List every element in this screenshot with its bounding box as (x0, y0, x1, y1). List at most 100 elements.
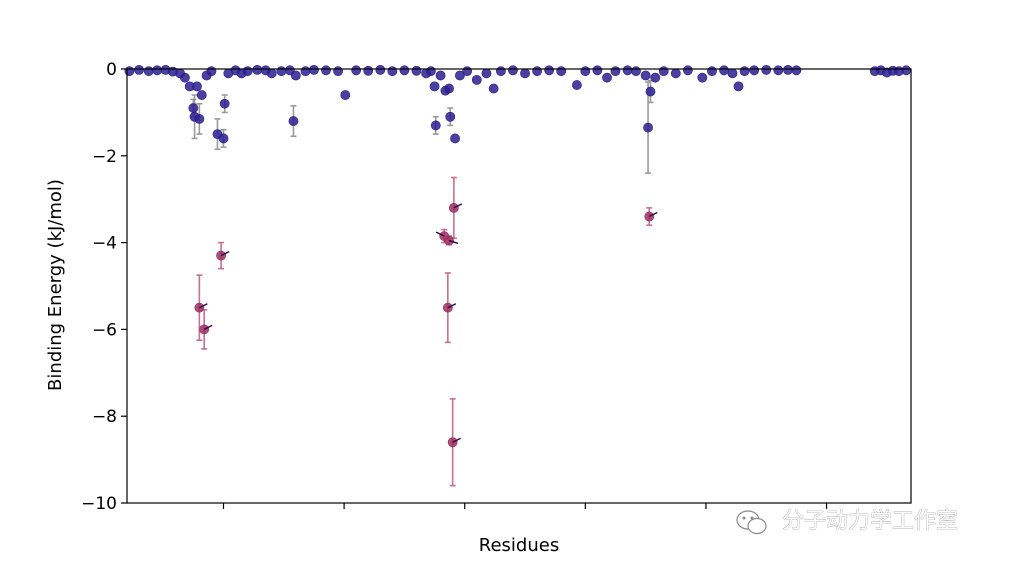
y-tick-label: 0 (106, 60, 117, 80)
data-point (532, 66, 542, 77)
data-point (719, 65, 729, 76)
data-point (622, 65, 633, 76)
data-point (152, 65, 163, 76)
data-point (143, 66, 154, 77)
data-point (580, 66, 591, 77)
data-point (602, 72, 612, 83)
y-tick-label: −6 (92, 320, 117, 340)
data-point (179, 72, 190, 83)
data-point (124, 66, 135, 77)
data-point (252, 64, 263, 75)
data-point (363, 65, 374, 76)
data-point (462, 66, 473, 77)
wechat-icon (736, 510, 767, 535)
annotations (199, 203, 658, 443)
data-point (411, 65, 422, 76)
data-point (450, 133, 460, 144)
data-point (290, 70, 301, 81)
data-point (488, 83, 499, 94)
data-point (188, 103, 199, 113)
annotation-leader (199, 303, 208, 309)
data-point (300, 66, 311, 77)
data-point (645, 86, 656, 97)
data-point (321, 65, 331, 76)
annotation-leader (453, 203, 463, 209)
data-point (640, 70, 651, 81)
data-point (288, 116, 299, 126)
data-point (266, 68, 277, 79)
data-point (544, 65, 555, 76)
plot-area (127, 69, 911, 503)
data-point (196, 90, 207, 100)
watermark: 分子动力学工作室 (736, 509, 958, 535)
data-point (206, 66, 217, 77)
data-point (445, 111, 456, 122)
data-point (387, 66, 398, 77)
data-point (739, 66, 750, 77)
data-point (610, 66, 621, 77)
data-point (219, 98, 230, 109)
data-point (901, 65, 912, 76)
annotation-leader (648, 211, 658, 218)
data-point (520, 68, 530, 79)
y-tick-label: −10 (81, 494, 117, 514)
x-axis-label: Residues (479, 535, 559, 556)
data-point (773, 65, 784, 76)
data-point (783, 64, 793, 75)
data-point (592, 65, 603, 76)
annotation-leader (452, 437, 461, 443)
annotation-leader (203, 324, 213, 331)
data-point (351, 65, 362, 76)
data-point (670, 68, 681, 79)
data-point (454, 70, 465, 81)
data-point (399, 65, 410, 76)
data-point (761, 64, 772, 75)
y-axis-label: Binding Energy (kJ/mol) (45, 179, 66, 391)
annotation-leader (435, 231, 445, 237)
data-point (733, 81, 744, 92)
y-tick-label: −4 (92, 234, 117, 254)
data-point (556, 66, 567, 77)
data-point (426, 66, 436, 77)
data-point (643, 122, 653, 133)
data-point (631, 66, 641, 77)
data-point (682, 65, 693, 76)
data-point (571, 80, 582, 90)
data-point (430, 120, 441, 131)
data-point (435, 70, 446, 81)
data-point (658, 66, 669, 77)
data-point (444, 83, 454, 94)
annotation-leader (448, 239, 459, 245)
data-point (340, 90, 351, 100)
data-point (134, 64, 144, 75)
axes-frame (126, 68, 912, 504)
watermark-text: 分子动力学工作室 (782, 509, 958, 534)
data-point (791, 65, 802, 76)
data-points (124, 64, 912, 448)
data-point (481, 68, 492, 79)
data-point (727, 68, 738, 79)
data-point (471, 74, 482, 85)
point-98PHE (216, 250, 226, 261)
plot-background (127, 69, 911, 503)
data-point (650, 72, 661, 83)
data-point (749, 65, 760, 76)
data-point (242, 66, 253, 77)
data-point (697, 72, 708, 83)
data-point (333, 66, 343, 77)
data-point (218, 133, 229, 144)
data-point (508, 65, 518, 76)
data-point (276, 66, 287, 77)
data-point (375, 64, 386, 75)
data-point (192, 81, 202, 92)
annotation-leader (220, 250, 230, 257)
axes: 0 −2 −4 −6 −8 −10 (81, 60, 912, 514)
y-tick-label: −8 (92, 407, 117, 427)
data-point (309, 64, 319, 75)
data-point (194, 114, 205, 124)
data-point (707, 66, 717, 77)
data-point (429, 81, 440, 92)
data-point (496, 66, 506, 77)
annotation-leader (447, 303, 457, 309)
